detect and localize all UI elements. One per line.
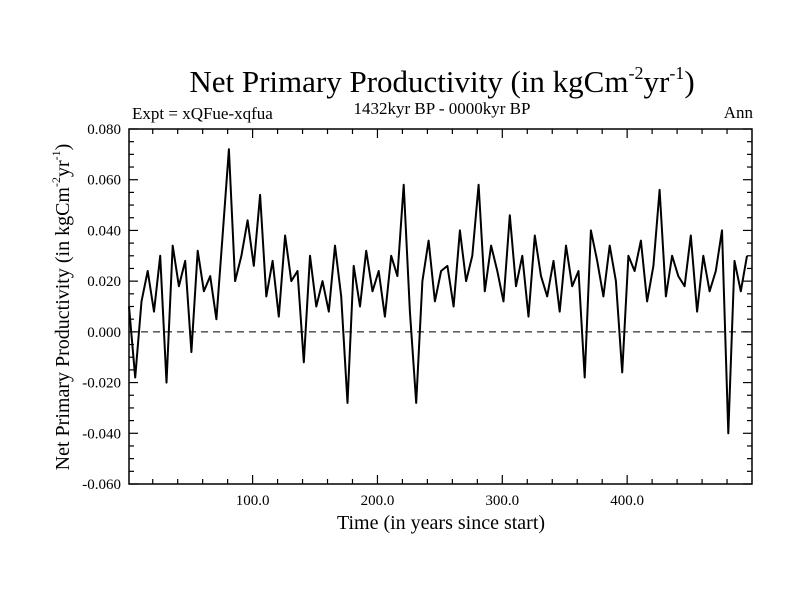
y-tick-label: 0.020: [87, 274, 121, 290]
x-axis-label: Time (in years since start): [337, 512, 545, 534]
x-tick-label: 200.0: [361, 493, 395, 509]
y-tick-label: 0.040: [87, 223, 121, 239]
axis-ticks: [129, 128, 752, 485]
chart-title: Net Primary Productivity (in kgCm-2yr-1): [189, 63, 694, 99]
chart-subtitle: 1432kyr BP - 0000kyr BP: [354, 99, 531, 118]
y-tick-label: 0.080: [87, 122, 121, 138]
y-tick-label: 0.000: [87, 325, 121, 341]
npp-series-line: [128, 148, 748, 435]
y-tick-label: -0.060: [82, 477, 121, 493]
experiment-label: Expt = xQFue-xqfua: [132, 104, 273, 123]
y-axis-label: Net Primary Productivity (in kgCm-2yr-1): [49, 144, 74, 471]
y-tick-label: 0.060: [87, 173, 121, 189]
season-label: Ann: [724, 103, 754, 122]
y-tick-label: -0.020: [82, 376, 121, 392]
plot-frame: [128, 128, 753, 485]
x-tick-label: 400.0: [610, 493, 644, 509]
x-tick-label: 300.0: [485, 493, 519, 509]
axis-tick-labels: -0.060 -0.040 -0.020 0.000 0.020 0.040 0.060 0.…: [82, 122, 644, 509]
x-tick-label: 100.0: [236, 493, 270, 509]
y-tick-label: -0.040: [82, 426, 121, 442]
